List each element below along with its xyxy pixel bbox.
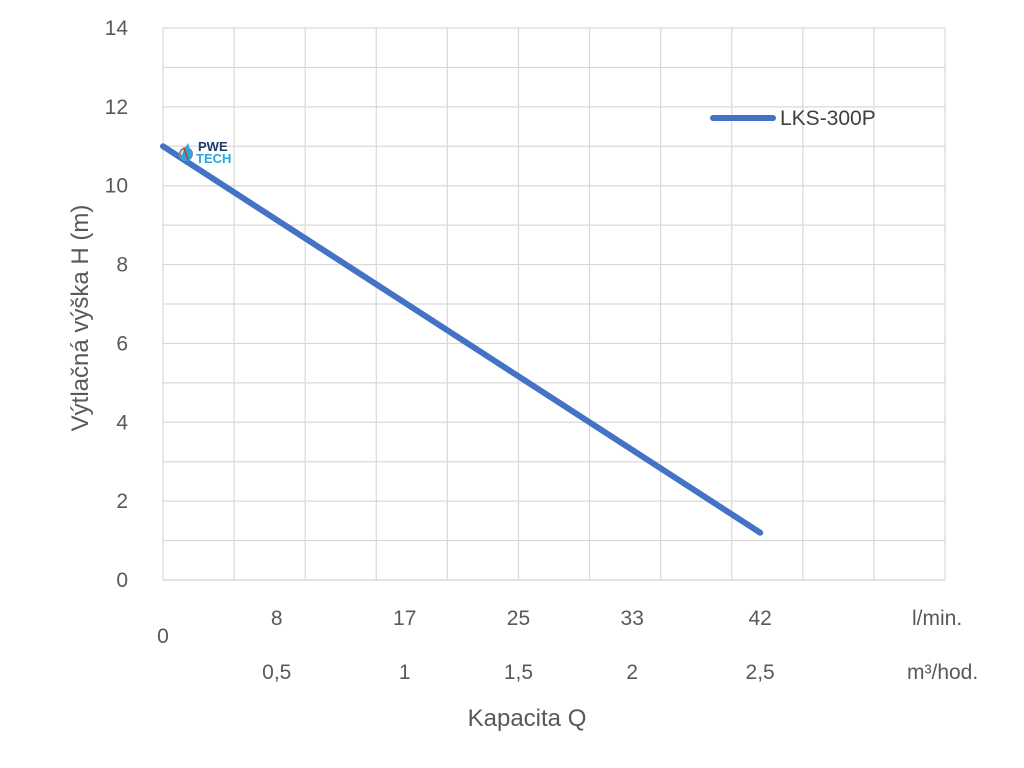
legend: LKS-300P <box>710 107 876 130</box>
logo-text-tech: TECH <box>196 151 231 166</box>
x-origin-label: 0 <box>157 625 169 648</box>
x-axis-title: Kapacita Q <box>468 705 587 732</box>
y-tick-label: 10 <box>105 175 128 198</box>
pwe-tech-logo: PWE TECH <box>179 139 231 166</box>
x-tick-label-m3h: 2,5 <box>746 661 775 684</box>
y-tick-label: 2 <box>116 490 128 513</box>
x-tick-label-m3h: 2 <box>626 661 638 684</box>
y-tick-label: 6 <box>116 332 128 355</box>
x-tick-label-m3h: 1 <box>399 661 411 684</box>
x-tick-label-lmin: 42 <box>748 607 771 630</box>
y-tick-label: 14 <box>105 17 129 40</box>
x-unit-m3h: m³/hod. <box>907 661 978 684</box>
grid-lines <box>162 27 946 581</box>
y-tick-label: 0 <box>116 569 128 592</box>
logo-text-pwe: PWE <box>198 139 228 154</box>
x-tick-label-lmin: 25 <box>507 607 530 630</box>
y-tick-label: 8 <box>116 254 128 277</box>
x-axis-ticks: 8 17 25 33 42 0,5 1 1,5 2 2,5 0 l/min. m³/hod. <box>157 607 978 684</box>
legend-label-lks-300p: LKS-300P <box>780 107 876 130</box>
x-tick-label-m3h: 0,5 <box>262 661 291 684</box>
y-tick-label: 4 <box>116 411 128 434</box>
x-tick-label-lmin: 17 <box>393 607 416 630</box>
series-layer <box>160 143 764 536</box>
drop-gear-icon <box>179 143 193 161</box>
x-tick-label-m3h: 1,5 <box>504 661 533 684</box>
y-tick-label: 12 <box>105 96 128 119</box>
series-line-lks-300p <box>160 143 764 536</box>
y-axis-ticks: 0 2 4 6 8 10 12 14 <box>105 17 129 592</box>
y-axis-title: Výtlačná výška H (m) <box>67 205 94 432</box>
x-tick-label-lmin: 8 <box>271 607 283 630</box>
x-tick-label-lmin: 33 <box>621 607 644 630</box>
x-unit-lmin: l/min. <box>912 607 962 630</box>
